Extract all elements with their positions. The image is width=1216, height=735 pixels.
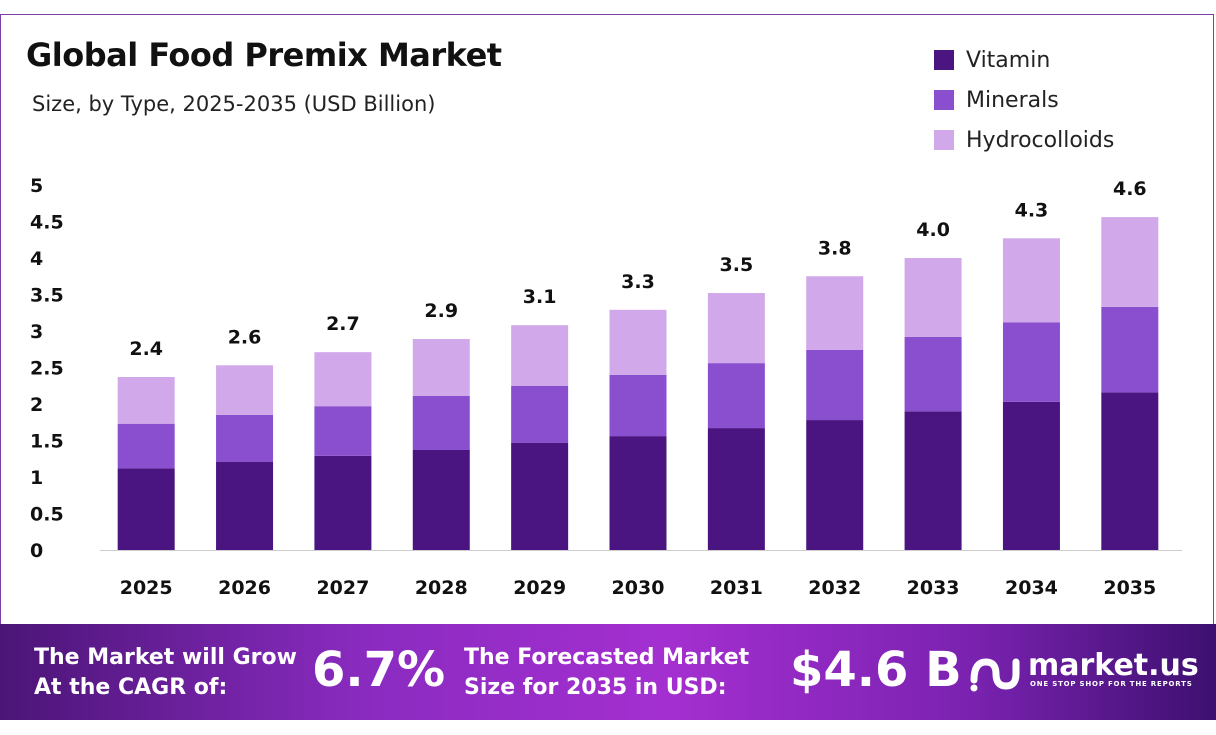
total-label: 3.8 [818, 237, 852, 259]
bar-segment-minerals [117, 423, 175, 469]
bar-segment-minerals [1002, 322, 1060, 402]
x-tick-label: 2035 [1103, 577, 1156, 599]
bar-segment-hydrocolloids [806, 276, 864, 350]
total-label: 2.4 [129, 338, 163, 360]
bar-segment-hydrocolloids [511, 325, 569, 386]
x-tick-label: 2028 [415, 577, 468, 599]
cagr-label: The Market will Grow At the CAGR of: [34, 645, 297, 700]
logo-icon [970, 658, 1020, 692]
legend-swatch [934, 130, 954, 150]
bar-segment-minerals [806, 349, 864, 421]
bar-segment-vitamin [707, 428, 765, 550]
bar-segment-hydrocolloids [1101, 217, 1159, 307]
bar-segment-vitamin [314, 455, 372, 550]
total-label: 4.0 [916, 219, 950, 241]
bar-segment-minerals [904, 336, 962, 412]
x-tick-label: 2025 [120, 577, 173, 599]
x-tick-label: 2032 [808, 577, 861, 599]
legend-item-hydrocolloids: Hydrocolloids [934, 120, 1114, 160]
bar-segment-vitamin [1101, 392, 1159, 550]
bar-segment-hydrocolloids [117, 376, 175, 424]
total-label: 3.5 [720, 254, 754, 276]
cagr-value: 6.7% [312, 642, 446, 698]
bar-segment-hydrocolloids [904, 258, 962, 337]
bar-segment-vitamin [1002, 401, 1060, 550]
bar-segment-vitamin [216, 461, 274, 550]
y-tick-label: 4 [30, 248, 43, 270]
bar-segment-vitamin [609, 436, 667, 550]
bar-segment-minerals [707, 363, 765, 429]
logo-text: market.us [1028, 648, 1199, 683]
bar-segment-vitamin [511, 442, 569, 550]
bar-segment-minerals [609, 374, 667, 437]
bar-segment-minerals [412, 395, 470, 450]
legend-item-vitamin: Vitamin [934, 40, 1114, 80]
bar-segment-hydrocolloids [1002, 238, 1060, 323]
forecast-value: $4.6 B [790, 642, 962, 698]
legend-swatch [934, 90, 954, 110]
x-tick-label: 2031 [710, 577, 763, 599]
bar-segment-vitamin [412, 449, 470, 550]
legend-label: Hydrocolloids [966, 127, 1115, 153]
bar-segment-vitamin [806, 420, 864, 550]
bar-segment-minerals [511, 385, 569, 443]
total-label: 3.1 [523, 286, 557, 308]
chart-subtitle: Size, by Type, 2025-2035 (USD Billion) [32, 92, 436, 116]
total-label: 4.6 [1113, 178, 1147, 200]
total-label: 2.6 [228, 326, 262, 348]
total-label: 4.3 [1015, 199, 1049, 221]
y-tick-label: 0.5 [30, 504, 64, 526]
x-tick-label: 2029 [513, 577, 566, 599]
chart-title: Global Food Premix Market [26, 36, 502, 74]
x-tick-label: 2026 [218, 577, 271, 599]
y-tick-label: 3.5 [30, 285, 64, 307]
chart-frame [0, 14, 1214, 624]
y-tick-label: 4.5 [30, 212, 64, 234]
bar-segment-minerals [314, 406, 372, 456]
bar-segment-hydrocolloids [609, 309, 667, 375]
y-tick-label: 1.5 [30, 431, 64, 453]
y-tick-label: 3 [30, 321, 43, 343]
y-tick-label: 2 [30, 394, 43, 416]
y-tick-label: 5 [30, 175, 43, 197]
legend-label: Minerals [966, 87, 1059, 113]
x-tick-label: 2030 [612, 577, 665, 599]
x-tick-label: 2033 [907, 577, 960, 599]
legend-swatch [934, 50, 954, 70]
forecast-label: The Forecasted Market Size for 2035 in U… [464, 645, 750, 700]
total-label: 3.3 [621, 271, 655, 293]
legend-item-minerals: Minerals [934, 80, 1114, 120]
logo-tagline: ONE STOP SHOP FOR THE REPORTS [1030, 680, 1193, 688]
y-tick-label: 2.5 [30, 358, 64, 380]
total-label: 2.7 [326, 313, 360, 335]
bar-segment-vitamin [117, 468, 175, 550]
y-tick-label: 0 [30, 540, 43, 562]
bar-segment-minerals [216, 414, 274, 462]
y-tick-label: 1 [30, 467, 43, 489]
total-label: 2.9 [424, 300, 458, 322]
legend: Vitamin Minerals Hydrocolloids [934, 40, 1114, 160]
x-tick-label: 2027 [316, 577, 369, 599]
legend-label: Vitamin [966, 47, 1051, 73]
bar-segment-hydrocolloids [707, 293, 765, 364]
x-tick-label: 2034 [1005, 577, 1058, 599]
bar-segment-hydrocolloids [314, 352, 372, 407]
bar-segment-hydrocolloids [216, 365, 274, 415]
bar-segment-hydrocolloids [412, 339, 470, 396]
bar-segment-minerals [1101, 306, 1159, 393]
bar-chart: 0 0.5 1 1.5 2 2.5 3 3.5 4 4.5 5 2.4 2025 2.6 2026 2.7 20… [30, 175, 1182, 599]
bar-segment-vitamin [904, 411, 962, 550]
